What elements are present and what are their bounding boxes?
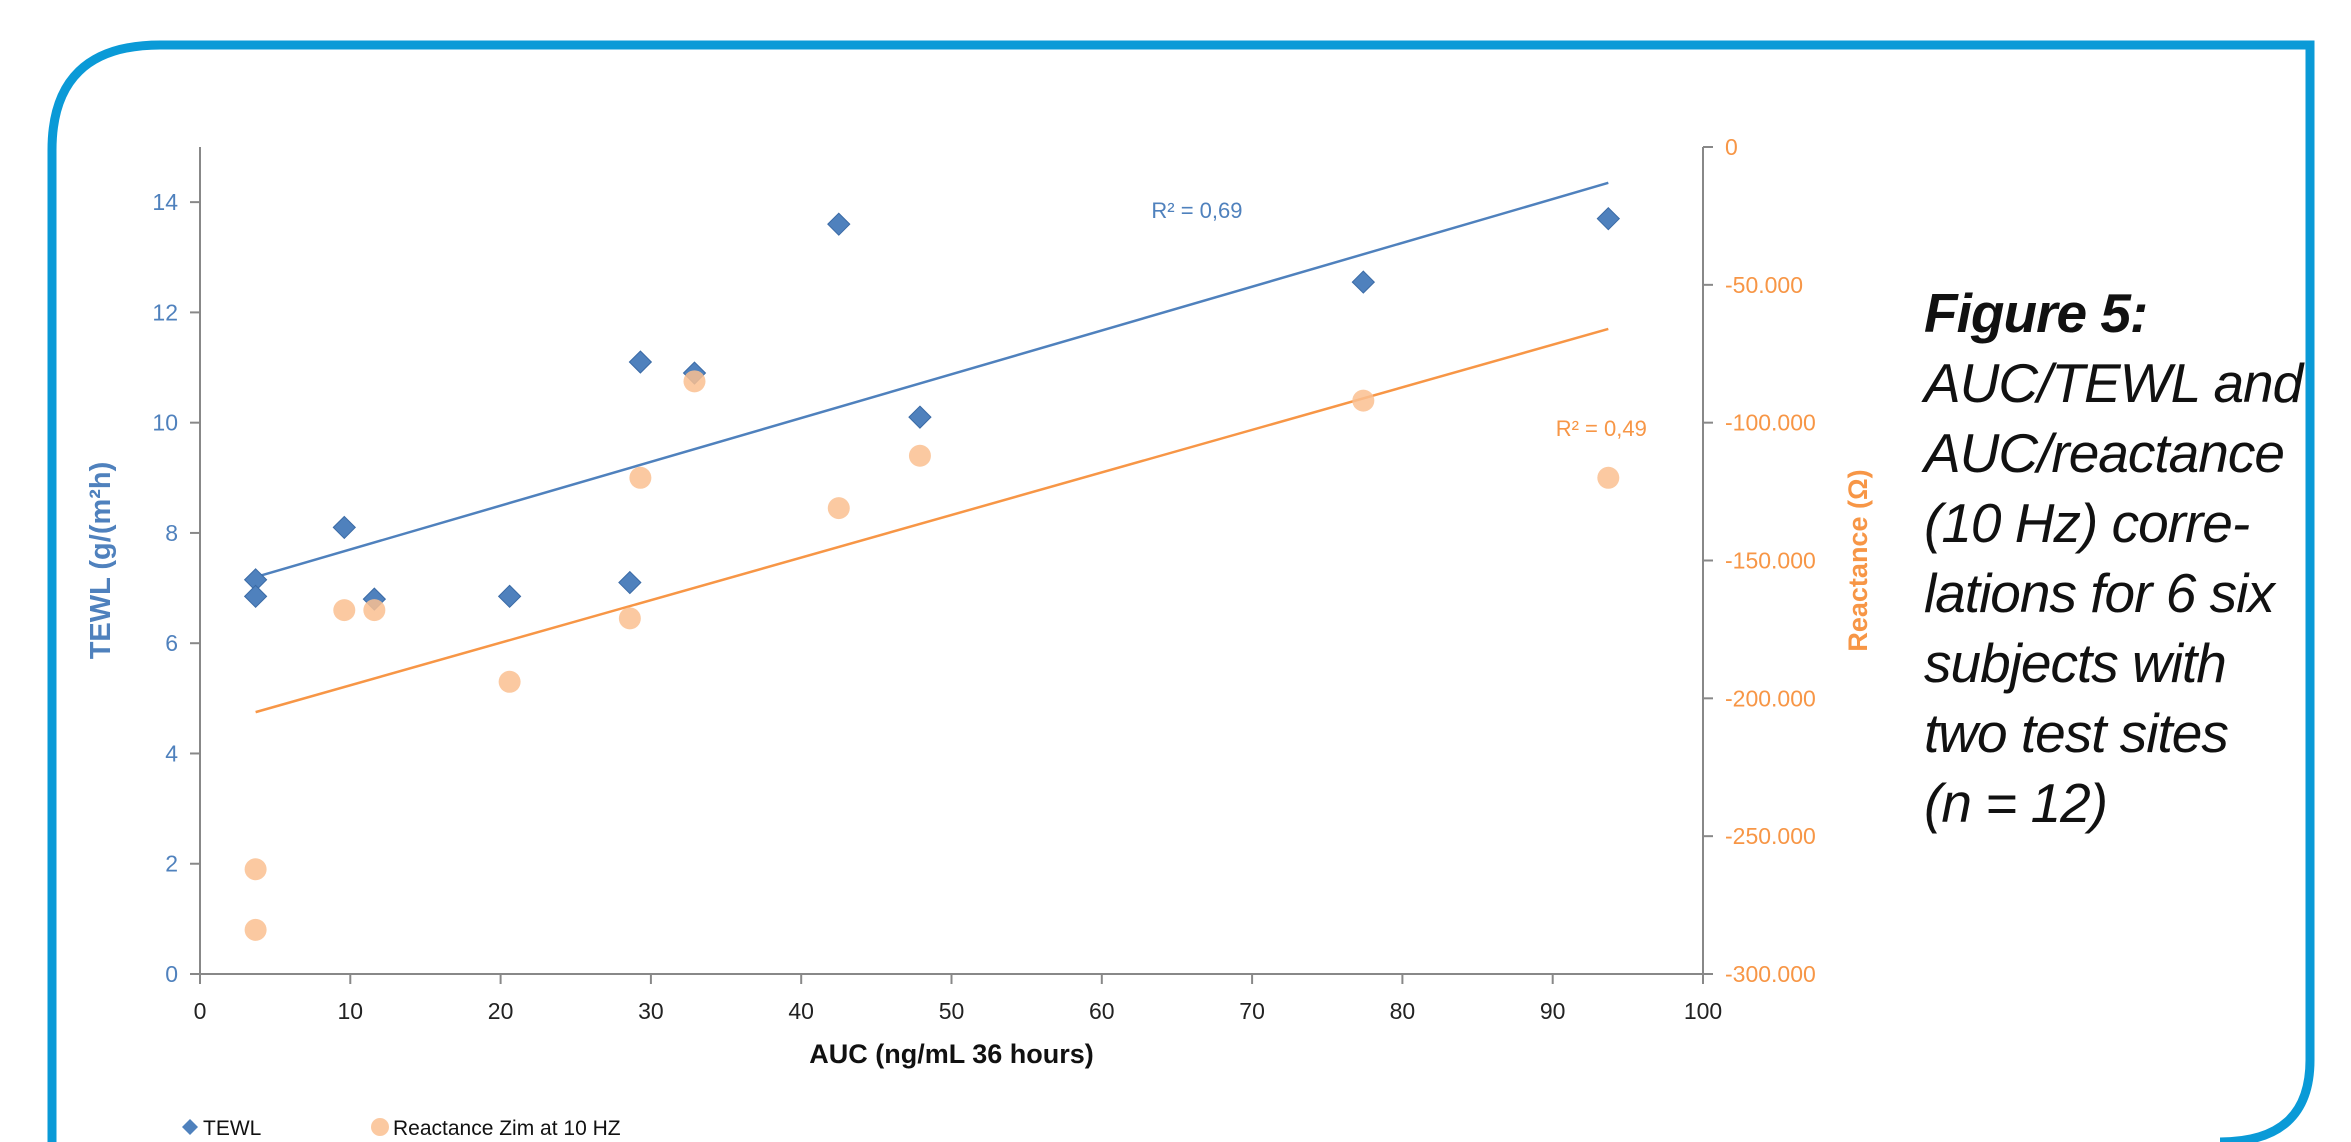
reactance-point bbox=[908, 444, 931, 467]
legend-label-tewl: TEWL bbox=[203, 1117, 261, 1140]
x-tick-label: 10 bbox=[338, 998, 364, 1024]
x-tick-label: 0 bbox=[194, 998, 207, 1024]
y-left-tick-label: 2 bbox=[165, 851, 178, 877]
r2-label-tewl: R² = 0,69 bbox=[1151, 198, 1242, 223]
reactance-point bbox=[618, 607, 641, 630]
x-tick-label: 20 bbox=[488, 998, 514, 1024]
y-left-tick-label: 8 bbox=[165, 520, 178, 546]
reactance-point bbox=[1597, 466, 1620, 489]
y-right-tick-label: -250.000 bbox=[1725, 823, 1816, 849]
x-tick-label: 50 bbox=[939, 998, 965, 1024]
tewl-point bbox=[497, 584, 522, 609]
caption-body: AUC/TEWL and AUC/reactance (10 Hz) corre… bbox=[1924, 352, 2303, 834]
reactance-point bbox=[498, 670, 521, 693]
legend-marker-tewl bbox=[182, 1119, 198, 1135]
y-left-tick-label: 6 bbox=[165, 630, 178, 656]
reactance-point bbox=[827, 497, 850, 520]
y-left-tick-label: 0 bbox=[165, 961, 178, 987]
x-axis-title: AUC (ng/mL 36 hours) bbox=[809, 1039, 1094, 1069]
tewl-point bbox=[628, 350, 653, 374]
y-right-tick-label: -150.000 bbox=[1725, 548, 1816, 574]
reactance-point bbox=[363, 599, 386, 622]
reactance-point bbox=[683, 370, 706, 393]
trendline-tewl bbox=[255, 181, 1609, 579]
tewl-point bbox=[1351, 270, 1376, 294]
figure-caption: Figure 5: AUC/TEWL and AUC/reactance (10… bbox=[1924, 278, 2324, 838]
trendline-reactance bbox=[255, 327, 1609, 714]
tewl-point bbox=[908, 405, 932, 429]
reactance-point bbox=[629, 466, 652, 489]
y-right-tick-label: -50.000 bbox=[1725, 272, 1803, 298]
y-left-tick-label: 12 bbox=[152, 299, 178, 325]
frame-border bbox=[47, 40, 2315, 1142]
caption-title: Figure 5: bbox=[1924, 282, 2148, 344]
y-right-axis-title: Reactance (Ω) bbox=[1843, 469, 1873, 651]
reactance-point bbox=[244, 918, 267, 941]
x-tick-label: 80 bbox=[1390, 998, 1416, 1024]
tewl-point bbox=[1596, 206, 1621, 231]
x-tick-label: 40 bbox=[788, 998, 814, 1024]
y-right-tick-label: -300.000 bbox=[1725, 961, 1816, 987]
legend-marker-reactance bbox=[371, 1118, 389, 1136]
y-right-tick-label: -100.000 bbox=[1725, 410, 1816, 436]
y-left-tick-label: 4 bbox=[165, 740, 178, 766]
x-tick-label: 90 bbox=[1540, 998, 1566, 1024]
y-left-tick-label: 10 bbox=[152, 410, 178, 436]
reactance-point bbox=[333, 599, 356, 622]
x-tick-label: 60 bbox=[1089, 998, 1115, 1024]
r2-label-reactance: R² = 0,49 bbox=[1556, 416, 1647, 441]
tewl-point bbox=[618, 570, 642, 595]
x-tick-label: 70 bbox=[1239, 998, 1265, 1024]
reactance-point bbox=[1352, 389, 1375, 412]
reactance-point bbox=[244, 858, 267, 881]
y-left-tick-label: 14 bbox=[152, 189, 178, 215]
tewl-point bbox=[243, 584, 268, 609]
x-tick-label: 100 bbox=[1684, 998, 1722, 1024]
x-tick-label: 30 bbox=[638, 998, 664, 1024]
tewl-point bbox=[332, 515, 356, 540]
y-right-tick-label: -200.000 bbox=[1725, 685, 1816, 711]
y-left-axis-title: TEWL (g/(m²h) bbox=[85, 462, 117, 660]
tewl-point bbox=[827, 212, 851, 236]
legend-label-reactance: Reactance Zim at 10 HZ bbox=[393, 1117, 621, 1140]
y-right-tick-label: 0 bbox=[1725, 134, 1738, 160]
